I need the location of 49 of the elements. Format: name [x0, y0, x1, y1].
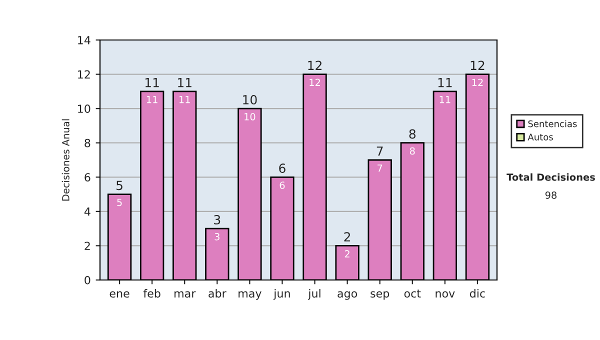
text: 98 [545, 191, 557, 199]
total-label: 7 [376, 146, 383, 156]
legend-label: Autos [528, 134, 553, 140]
data-label: 6 [280, 182, 285, 189]
data-label: 12 [310, 78, 320, 86]
text: Total Decisiones [506, 173, 595, 181]
y-tick-label: 12 [78, 70, 90, 79]
x-tick-label: may [238, 291, 262, 300]
data-label: 11 [146, 96, 158, 104]
x-tick-label: sep [370, 291, 390, 300]
x-tick-label: feb [143, 289, 160, 298]
x-tick-label: ago [338, 291, 358, 300]
y-tick-label: 14 [78, 36, 90, 44]
total-label: 8 [409, 129, 416, 139]
data-label: 12 [472, 78, 483, 86]
x-tick-label: oct [404, 290, 421, 298]
total-label: 12 [470, 60, 484, 70]
total-label: 3 [214, 214, 220, 224]
data-label: 11 [179, 96, 190, 104]
y-axis-title: Decisiones Anual [62, 119, 70, 201]
data-label: 2 [344, 250, 350, 258]
data-label: 10 [244, 113, 256, 120]
total-label: 10 [243, 94, 257, 104]
y-tick-label: 10 [78, 104, 90, 113]
y-tick-label: 0 [84, 276, 90, 284]
legend-label: Sentencias [528, 120, 577, 128]
data-label: 3 [214, 233, 220, 240]
data-label: 5 [117, 198, 122, 206]
data-label: 8 [410, 147, 415, 155]
total-label: 2 [344, 232, 350, 242]
y-tick-label: 4 [84, 208, 90, 216]
x-tick-label: dic [470, 289, 485, 298]
data-label: 7 [378, 164, 382, 172]
x-tick-label: nov [436, 291, 455, 298]
x-tick-label: abr [208, 289, 226, 298]
total-label: 11 [178, 78, 192, 88]
x-tick-label: jun [273, 289, 290, 300]
y-tick-label: 8 [84, 138, 90, 148]
x-tick-label: jul [308, 289, 320, 300]
y-tick-label: 6 [84, 173, 90, 182]
x-tick-label: mar [174, 291, 196, 298]
total-label: 5 [116, 180, 122, 190]
total-label: 11 [145, 78, 159, 88]
total-label: 12 [308, 60, 322, 70]
y-tick-label: 2 [84, 242, 90, 250]
data-label: 11 [440, 96, 450, 104]
total-label: 11 [438, 78, 452, 88]
total-label: 6 [279, 164, 286, 174]
x-tick-label: ene [110, 291, 130, 298]
